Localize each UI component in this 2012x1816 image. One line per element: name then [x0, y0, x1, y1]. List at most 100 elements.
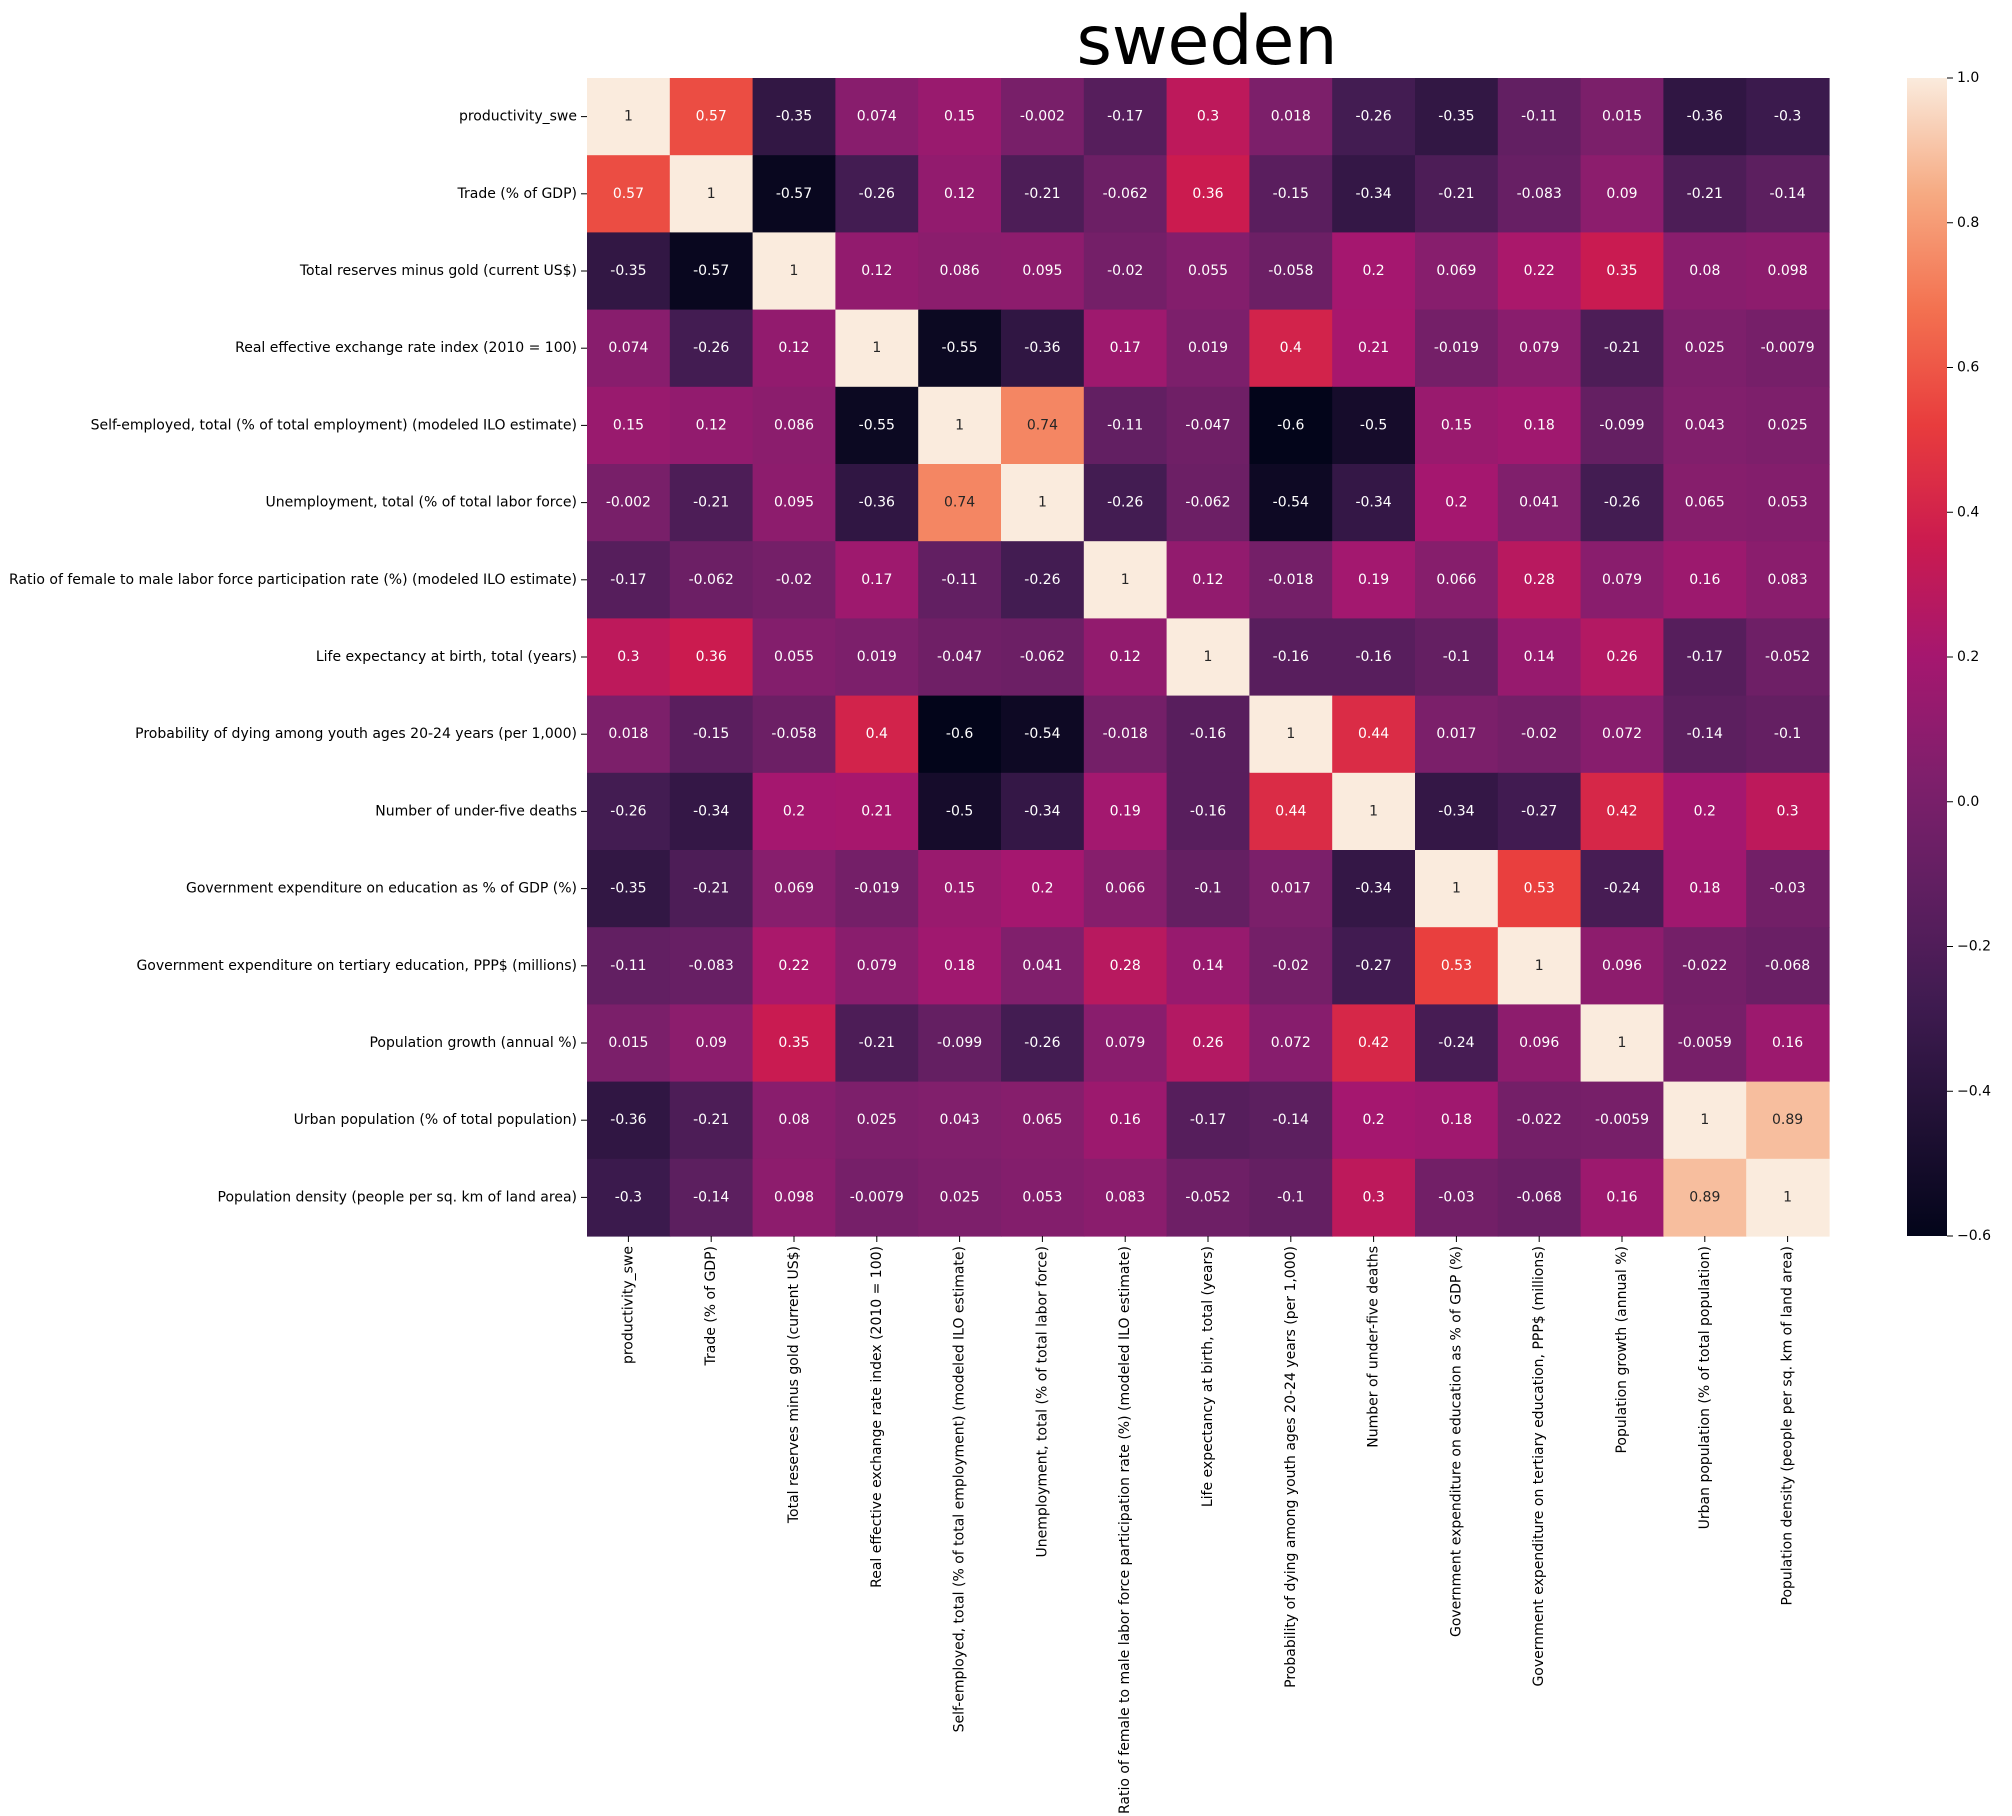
heatmap-cell [1249, 78, 1333, 156]
heatmap-cell [669, 1158, 754, 1237]
heatmap-cell [918, 850, 1002, 928]
heatmap-cell [752, 541, 836, 619]
heatmap-cell [1663, 386, 1747, 465]
cell-value-label: -0.02 [1521, 726, 1557, 742]
heatmap-cell [587, 155, 671, 233]
heatmap-cell [1497, 386, 1582, 465]
heatmap-cell [669, 927, 754, 1005]
heatmap-cell [1746, 155, 1830, 233]
cell-value-label: -0.002 [606, 495, 651, 511]
heatmap-cell [1746, 464, 1830, 542]
cell-value-label: 0.041 [1519, 495, 1559, 511]
heatmap-cell [1166, 541, 1250, 619]
cell-value-label: -0.0059 [1678, 1035, 1732, 1051]
colorbar-tick-label: 0.4 [1957, 504, 1979, 520]
cell-value-label: -0.14 [693, 1189, 729, 1205]
y-tick-label: productivity_swe [459, 109, 577, 125]
cell-value-label: 0.017 [1271, 881, 1311, 897]
cell-value-label: 0.074 [608, 340, 648, 356]
cell-value-label: 0.025 [1685, 340, 1725, 356]
cell-value-label: -0.55 [941, 340, 977, 356]
heatmap-cell [1663, 695, 1747, 774]
heatmap-cell [752, 1081, 836, 1160]
heatmap-cell [1332, 386, 1416, 465]
heatmap-cell [1415, 618, 1499, 697]
heatmap-cell [1746, 386, 1830, 465]
heatmap-cell [1663, 1004, 1747, 1083]
heatmap-cell [1663, 618, 1747, 697]
cell-value-label: 1 [1286, 726, 1295, 742]
cell-value-label: 0.15 [944, 881, 975, 897]
cell-value-label: 0.096 [1519, 1035, 1559, 1051]
cell-value-label: 1 [1369, 803, 1378, 819]
cell-value-label: 0.35 [778, 1035, 809, 1051]
heatmap-cell [1001, 618, 1085, 697]
cell-value-label: 1 [1038, 495, 1047, 511]
heatmap-cell [1580, 232, 1664, 311]
heatmap-cell [1746, 850, 1830, 928]
cell-value-label: -0.16 [1273, 649, 1309, 665]
heatmap-cell [1083, 541, 1168, 619]
heatmap-cell [918, 464, 1002, 542]
heatmap-cell [1249, 232, 1333, 311]
heatmap-cell [1001, 695, 1085, 774]
heatmap-cell [1497, 541, 1582, 619]
y-tick-label: Trade (% of GDP) [457, 186, 577, 202]
cell-value-label: -0.058 [1268, 263, 1313, 279]
x-tick-label: Trade (% of GDP) [703, 1246, 719, 1366]
cell-value-label: -0.1 [1277, 1189, 1304, 1205]
cell-value-label: -0.5 [1360, 417, 1387, 433]
cell-value-label: -0.03 [1769, 881, 1805, 897]
heatmap-cell [1001, 772, 1085, 851]
cell-value-label: -0.21 [1024, 186, 1060, 202]
cell-value-label: -0.17 [1687, 649, 1723, 665]
cell-value-label: 0.015 [1602, 109, 1642, 125]
heatmap-cell [1746, 78, 1830, 156]
heatmap-cell [1580, 1081, 1664, 1160]
cell-value-label: 0.36 [696, 649, 727, 665]
cell-value-label: -0.11 [1107, 417, 1143, 433]
cell-value-label: 0.2 [1445, 495, 1467, 511]
heatmap-cell [1415, 927, 1499, 1005]
cell-value-label: -0.018 [1268, 572, 1313, 588]
heatmap-cell [1663, 309, 1747, 388]
y-tick-label: Total reserves minus gold (current US$) [299, 263, 577, 279]
cell-value-label: 0.19 [1358, 572, 1389, 588]
cell-value-label: 0.12 [944, 186, 975, 202]
cell-value-label: -0.27 [1355, 958, 1391, 974]
heatmap-cell [1746, 1081, 1830, 1160]
cell-value-label: -0.26 [1024, 1035, 1060, 1051]
heatmap-cell [587, 1081, 671, 1160]
heatmap-cell [669, 850, 754, 928]
cell-value-label: -0.11 [941, 572, 977, 588]
heatmap-cell [835, 772, 919, 851]
cell-value-label: 0.89 [1689, 1189, 1720, 1205]
heatmap-cell [1580, 1158, 1664, 1237]
cell-value-label: -0.16 [1190, 803, 1226, 819]
cell-value-label: -0.14 [1769, 186, 1805, 202]
heatmap-cell [1083, 1158, 1168, 1237]
cell-value-label: 0.42 [1358, 1035, 1389, 1051]
heatmap-cell [752, 1004, 836, 1083]
heatmap-cell [1663, 155, 1747, 233]
x-tick-label: Total reserves minus gold (current US$) [786, 1246, 802, 1524]
cell-value-label: 0.57 [613, 186, 644, 202]
cell-value-label: 0.098 [1768, 263, 1808, 279]
cell-value-label: 0.57 [696, 109, 727, 125]
y-tick-label: Urban population (% of total population) [294, 1112, 577, 1128]
cell-value-label: -0.34 [1024, 803, 1060, 819]
cell-value-label: 1 [1700, 1112, 1709, 1128]
heatmap-cell [1249, 155, 1333, 233]
cell-value-label: 1 [1535, 958, 1544, 974]
heatmap-cell [1415, 850, 1499, 928]
heatmap-cell [1001, 386, 1085, 465]
heatmap-cell [1083, 1081, 1168, 1160]
heatmap-cell [1001, 1158, 1085, 1237]
y-tick-label: Number of under-five deaths [375, 803, 577, 819]
cell-value-label: 0.12 [696, 417, 727, 433]
x-tick-label: Ratio of female to male labor force part… [1117, 1246, 1133, 1814]
heatmap-cell [835, 695, 919, 774]
cell-value-label: 1 [1204, 649, 1213, 665]
heatmap-cell [918, 386, 1002, 465]
cell-value-label: -0.34 [1355, 495, 1391, 511]
